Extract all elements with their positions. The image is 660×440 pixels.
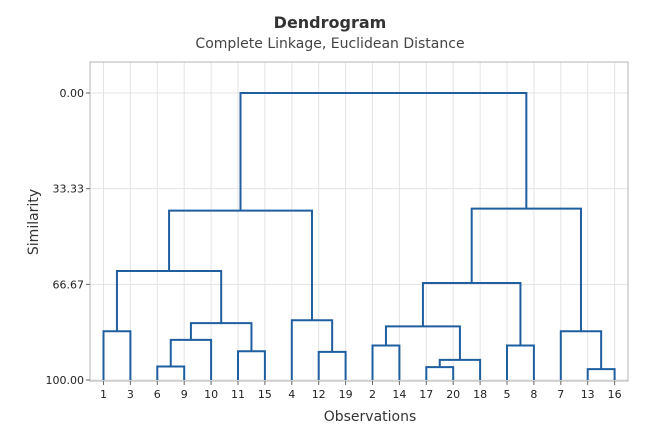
y-tick-label: 66.67 xyxy=(53,278,85,291)
leaf-label: 6 xyxy=(154,388,161,401)
merge-link xyxy=(559,330,603,380)
merge-link xyxy=(115,269,223,332)
merge-link xyxy=(438,358,482,380)
leaf-label: 13 xyxy=(581,388,595,401)
merge-link xyxy=(290,319,334,380)
merge-link xyxy=(586,368,616,380)
leaf-label: 8 xyxy=(530,388,537,401)
leaf-label: 14 xyxy=(392,388,406,401)
leaf-label: 15 xyxy=(258,388,272,401)
y-tick-label: 100.00 xyxy=(46,374,85,387)
merge-link xyxy=(425,366,455,380)
merge-link xyxy=(506,344,535,380)
merge-link xyxy=(168,209,313,321)
leaf-label: 18 xyxy=(473,388,487,401)
leaf-label: 7 xyxy=(557,388,564,401)
leaf-label: 5 xyxy=(504,388,511,401)
x-axis-label: Observations xyxy=(324,409,417,425)
merge-link xyxy=(470,207,582,332)
leaf-label: 9 xyxy=(181,388,188,401)
merge-link xyxy=(384,325,461,360)
leaf-label: 10 xyxy=(204,388,218,401)
leaf-label: 2 xyxy=(369,388,376,401)
leaf-label: 17 xyxy=(419,388,433,401)
merge-link xyxy=(102,330,132,380)
merge-link xyxy=(169,338,213,380)
root-link xyxy=(239,92,528,211)
leaf-label: 19 xyxy=(339,388,353,401)
y-axis-label: Similarity xyxy=(26,189,42,255)
leaf-label: 12 xyxy=(312,388,326,401)
merge-link xyxy=(421,281,522,346)
merge-link xyxy=(189,322,253,352)
merge-link xyxy=(371,344,401,380)
y-tick-label: 0.00 xyxy=(60,87,85,100)
grid xyxy=(90,62,628,381)
leaf-label: 11 xyxy=(231,388,245,401)
leaf-label: 20 xyxy=(446,388,460,401)
leaf-label: 4 xyxy=(288,388,295,401)
merge-link xyxy=(156,365,186,380)
y-tick-label: 33.33 xyxy=(53,183,85,196)
chart-title: Dendrogram xyxy=(274,13,387,32)
leaf-label: 1 xyxy=(100,388,107,401)
merge-link xyxy=(317,350,347,380)
leaf-label: 16 xyxy=(608,388,622,401)
merge-link xyxy=(237,350,266,380)
plot-frame xyxy=(89,61,629,382)
leaf-label: 3 xyxy=(127,388,134,401)
chart-subtitle: Complete Linkage, Euclidean Distance xyxy=(195,36,464,52)
dendrogram-links xyxy=(102,92,616,380)
